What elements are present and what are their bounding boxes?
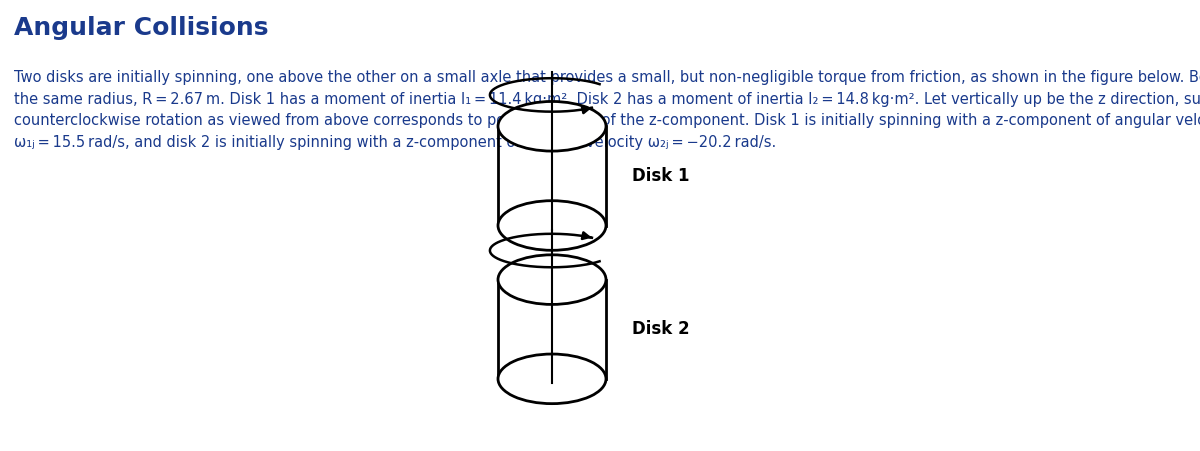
Ellipse shape bbox=[498, 101, 606, 151]
Text: Angular Collisions: Angular Collisions bbox=[14, 16, 269, 40]
Ellipse shape bbox=[498, 255, 606, 304]
Text: Disk 1: Disk 1 bbox=[632, 167, 690, 185]
Ellipse shape bbox=[498, 354, 606, 404]
Text: Two disks are initially spinning, one above the other on a small axle that provi: Two disks are initially spinning, one ab… bbox=[14, 70, 1200, 150]
Text: Disk 2: Disk 2 bbox=[632, 320, 690, 338]
Ellipse shape bbox=[498, 201, 606, 250]
